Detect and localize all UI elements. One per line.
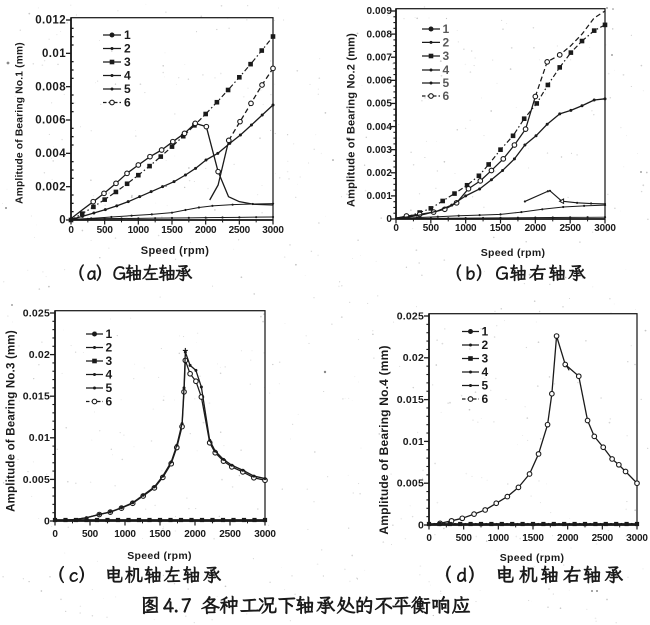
svg-text:3: 3 [482, 352, 489, 366]
svg-text:2: 2 [124, 42, 131, 56]
svg-text:0.008: 0.008 [366, 29, 392, 40]
svg-text:0.01: 0.01 [403, 436, 424, 448]
svg-text:2500: 2500 [559, 223, 581, 234]
svg-text:1: 1 [106, 327, 113, 341]
svg-text:500: 500 [97, 225, 114, 236]
svg-text:0.02: 0.02 [403, 352, 424, 364]
svg-text:4: 4 [124, 69, 131, 83]
svg-text:6: 6 [443, 89, 450, 103]
svg-text:2000: 2000 [557, 533, 579, 544]
svg-text:3000: 3000 [262, 225, 284, 236]
svg-text:0: 0 [426, 533, 432, 544]
svg-text:0: 0 [386, 214, 392, 225]
svg-text:6: 6 [124, 96, 131, 110]
svg-text:3: 3 [443, 49, 450, 63]
svg-text:5: 5 [482, 379, 489, 393]
svg-text:5: 5 [106, 381, 113, 395]
svg-text:0.025: 0.025 [397, 310, 424, 322]
svg-text:1500: 1500 [161, 225, 183, 236]
svg-text:500: 500 [423, 223, 440, 234]
svg-text:0.002: 0.002 [366, 168, 392, 179]
svg-text:Speed (rpm): Speed (rpm) [127, 550, 192, 562]
svg-text:6: 6 [482, 392, 489, 406]
svg-text:2: 2 [106, 341, 113, 355]
svg-text:3: 3 [124, 55, 131, 69]
svg-text:Speed (rpm): Speed (rpm) [500, 552, 565, 564]
svg-text:0.005: 0.005 [23, 474, 50, 486]
svg-text:1000: 1000 [488, 533, 510, 544]
svg-text:0.008: 0.008 [35, 81, 66, 93]
svg-text:0.006: 0.006 [366, 76, 392, 87]
svg-text:0: 0 [52, 529, 58, 540]
svg-text:2000: 2000 [525, 223, 547, 234]
svg-text:4: 4 [443, 63, 450, 77]
svg-text:4: 4 [106, 368, 113, 382]
svg-text:0.005: 0.005 [397, 478, 424, 490]
svg-text:0: 0 [393, 223, 399, 234]
svg-text:1000: 1000 [128, 225, 150, 236]
svg-text:0.015: 0.015 [23, 391, 50, 403]
svg-text:1: 1 [482, 325, 489, 339]
svg-text:1000: 1000 [455, 223, 477, 234]
svg-text:2000: 2000 [195, 225, 217, 236]
svg-text:1500: 1500 [522, 533, 544, 544]
svg-text:Amplitude of Bearing No.1 (mm): Amplitude of Bearing No.1 (mm) [15, 42, 26, 204]
svg-text:0: 0 [68, 225, 74, 236]
svg-text:0.025: 0.025 [23, 307, 50, 319]
svg-text:3000: 3000 [254, 529, 276, 540]
svg-text:0.004: 0.004 [366, 122, 392, 133]
svg-text:6: 6 [106, 395, 113, 409]
svg-text:Speed (rpm): Speed (rpm) [481, 247, 546, 259]
svg-text:0.015: 0.015 [397, 394, 424, 406]
svg-text:2500: 2500 [229, 225, 251, 236]
svg-text:2: 2 [482, 338, 489, 352]
svg-text:Amplitude of Bearing No.3 (mm): Amplitude of Bearing No.3 (mm) [6, 330, 18, 512]
svg-text:0.007: 0.007 [366, 52, 392, 63]
svg-text:500: 500 [456, 533, 473, 544]
svg-text:2500: 2500 [219, 529, 241, 540]
svg-text:0.012: 0.012 [35, 15, 66, 27]
svg-text:0.001: 0.001 [366, 191, 392, 202]
svg-text:0: 0 [418, 519, 424, 531]
svg-text:3000: 3000 [594, 223, 616, 234]
svg-text:2500: 2500 [592, 533, 614, 544]
svg-text:0.006: 0.006 [35, 115, 66, 127]
svg-text:4: 4 [482, 365, 489, 379]
svg-text:1000: 1000 [114, 529, 136, 540]
svg-text:0.005: 0.005 [366, 99, 392, 110]
svg-text:5: 5 [124, 82, 131, 96]
svg-text:Speed (rpm): Speed (rpm) [141, 245, 210, 257]
svg-text:Amplitude of Bearing No.2 (mm): Amplitude of Bearing No.2 (mm) [346, 33, 358, 207]
svg-text:1: 1 [443, 22, 450, 36]
svg-text:3000: 3000 [626, 533, 648, 544]
svg-text:0.002: 0.002 [35, 181, 66, 193]
svg-text:2: 2 [443, 36, 450, 50]
svg-text:0.009: 0.009 [366, 6, 392, 17]
svg-text:0: 0 [44, 515, 50, 527]
svg-text:0.01: 0.01 [29, 432, 50, 444]
svg-text:1: 1 [124, 28, 131, 42]
svg-text:0: 0 [59, 215, 66, 227]
svg-text:0.02: 0.02 [29, 349, 50, 361]
svg-text:500: 500 [82, 529, 99, 540]
svg-text:3: 3 [106, 354, 113, 368]
svg-text:1500: 1500 [490, 223, 512, 234]
svg-text:2000: 2000 [184, 529, 206, 540]
svg-text:5: 5 [443, 76, 450, 90]
svg-text:0.003: 0.003 [366, 145, 392, 156]
svg-text:Amplitude of Bearing No.4 (mm): Amplitude of Bearing No.4 (mm) [377, 345, 391, 534]
svg-text:0.004: 0.004 [35, 148, 66, 160]
svg-text:0.01: 0.01 [42, 48, 66, 60]
svg-text:1500: 1500 [149, 529, 171, 540]
